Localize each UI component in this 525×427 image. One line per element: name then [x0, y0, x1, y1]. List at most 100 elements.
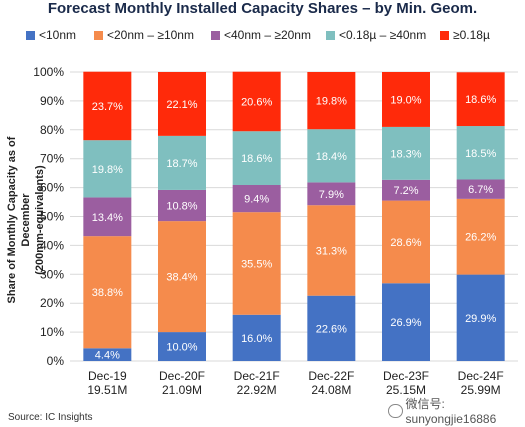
bar-segment [307, 182, 356, 206]
x-tick-sublabel: 25.15M [386, 383, 426, 397]
bar-segment [232, 184, 281, 213]
bar-segment [456, 72, 505, 127]
bar-segment [158, 332, 206, 361]
x-tick-label: Dec-23F [383, 369, 429, 383]
data-label: 18.7% [166, 158, 197, 170]
y-tick-label: 10% [40, 325, 64, 339]
data-label: 31.3% [316, 245, 347, 257]
bar-segment [307, 205, 356, 296]
data-label: 6.7% [468, 184, 493, 196]
x-tick-sublabel: 22.92M [237, 383, 277, 397]
bar-segment [382, 179, 430, 201]
y-tick-label: 90% [40, 94, 64, 108]
watermark: 微信号: sunyongjie16886 [388, 395, 525, 426]
x-tick-sublabel: 19.51M [87, 383, 127, 397]
data-label: 18.6% [241, 153, 272, 165]
bar-segment [382, 126, 430, 180]
legend-swatch [440, 30, 449, 40]
source-note: Source: IC Insights [8, 412, 93, 423]
data-label: 35.5% [241, 258, 272, 270]
data-label: 18.3% [390, 148, 421, 160]
bar-segment [232, 314, 281, 361]
x-tick-sublabel: 25.99M [461, 383, 501, 397]
chart-legend: <10nm <20nm – ≥10nm <40nm – ≥20nm <0.18µ – … [26, 28, 525, 48]
x-tick-sublabel: 21.09M [162, 383, 202, 397]
bar-segment [382, 283, 430, 361]
bar-segment [456, 274, 505, 361]
wechat-icon [388, 403, 403, 418]
bar-segment [456, 198, 505, 275]
data-label: 4.4% [95, 350, 120, 362]
bar-segment [158, 72, 206, 136]
y-tick-label: 40% [40, 238, 64, 252]
bar-segment [307, 129, 356, 183]
data-label: 9.4% [244, 194, 269, 206]
bar-segment [232, 71, 281, 132]
data-label: 19.0% [390, 94, 421, 106]
data-label: 38.4% [166, 272, 197, 284]
bar-segment [83, 197, 132, 237]
y-tick-label: 70% [40, 152, 64, 166]
legend-swatch [26, 30, 35, 40]
legend-label: ≥0.18µ [453, 28, 490, 42]
y-tick-label: 100% [33, 65, 64, 79]
chart-title: Forecast Monthly Installed Capacity Shar… [47, 0, 478, 17]
bar-segment [456, 179, 505, 199]
legend-swatch [211, 30, 220, 40]
data-label: 28.6% [390, 237, 421, 249]
data-label: 29.9% [465, 313, 496, 325]
bar-segment [83, 71, 132, 141]
data-label: 26.2% [465, 232, 496, 244]
bar-segment [83, 348, 132, 361]
legend-item: <0.18µ – ≥40nm [326, 28, 426, 42]
bar-segment [158, 135, 206, 190]
bar-segment [307, 295, 356, 361]
data-label: 13.4% [92, 212, 123, 224]
legend-swatch [94, 30, 103, 40]
legend-item: <20nm – ≥10nm [94, 28, 194, 42]
data-label: 22.6% [316, 323, 347, 335]
y-tick-label: 30% [40, 267, 64, 281]
bar-segment [307, 72, 356, 130]
legend-label: <40nm – ≥20nm [224, 28, 311, 42]
data-label: 19.8% [316, 96, 347, 108]
y-tick-label: 20% [40, 296, 64, 310]
data-label: 7.2% [393, 185, 418, 197]
bar-segment [382, 200, 430, 284]
y-tick-label: 0% [47, 354, 65, 368]
legend-label: <10nm [39, 28, 77, 42]
data-label: 23.7% [92, 101, 123, 113]
bar-segment [232, 131, 281, 185]
data-label: 18.5% [465, 148, 496, 160]
data-label: 18.4% [316, 151, 347, 163]
data-label: 19.8% [92, 164, 123, 176]
bar-segment [158, 221, 206, 333]
data-label: 16.0% [241, 333, 272, 345]
legend-swatch [326, 30, 335, 40]
legend-item: ≥0.18µ [440, 28, 490, 42]
bar-segment [83, 236, 132, 349]
legend-item: <40nm – ≥20nm [211, 28, 311, 42]
x-tick-label: Dec-24F [458, 369, 504, 383]
data-label: 18.6% [465, 94, 496, 106]
bar-segment [232, 212, 281, 315]
bar-segment [83, 140, 132, 198]
y-tick-label: 60% [40, 181, 64, 195]
bar-segment [456, 126, 505, 180]
bar-segment [158, 189, 206, 222]
x-tick-label: Dec-20F [159, 369, 205, 383]
x-tick-label: Dec-21F [234, 369, 280, 383]
data-label: 10.0% [166, 342, 197, 354]
data-label: 20.6% [241, 96, 272, 108]
data-label: 38.8% [92, 287, 123, 299]
legend-label: <20nm – ≥10nm [107, 28, 194, 42]
legend-item: <10nm [26, 28, 76, 42]
x-tick-label: Dec-19 [88, 369, 127, 383]
x-tick-label: Dec-22F [308, 369, 354, 383]
y-tick-label: 50% [40, 210, 64, 224]
data-label: 26.9% [390, 317, 421, 329]
data-label: 7.9% [319, 189, 344, 201]
data-label: 22.1% [166, 99, 197, 111]
x-tick-sublabel: 24.08M [311, 383, 351, 397]
